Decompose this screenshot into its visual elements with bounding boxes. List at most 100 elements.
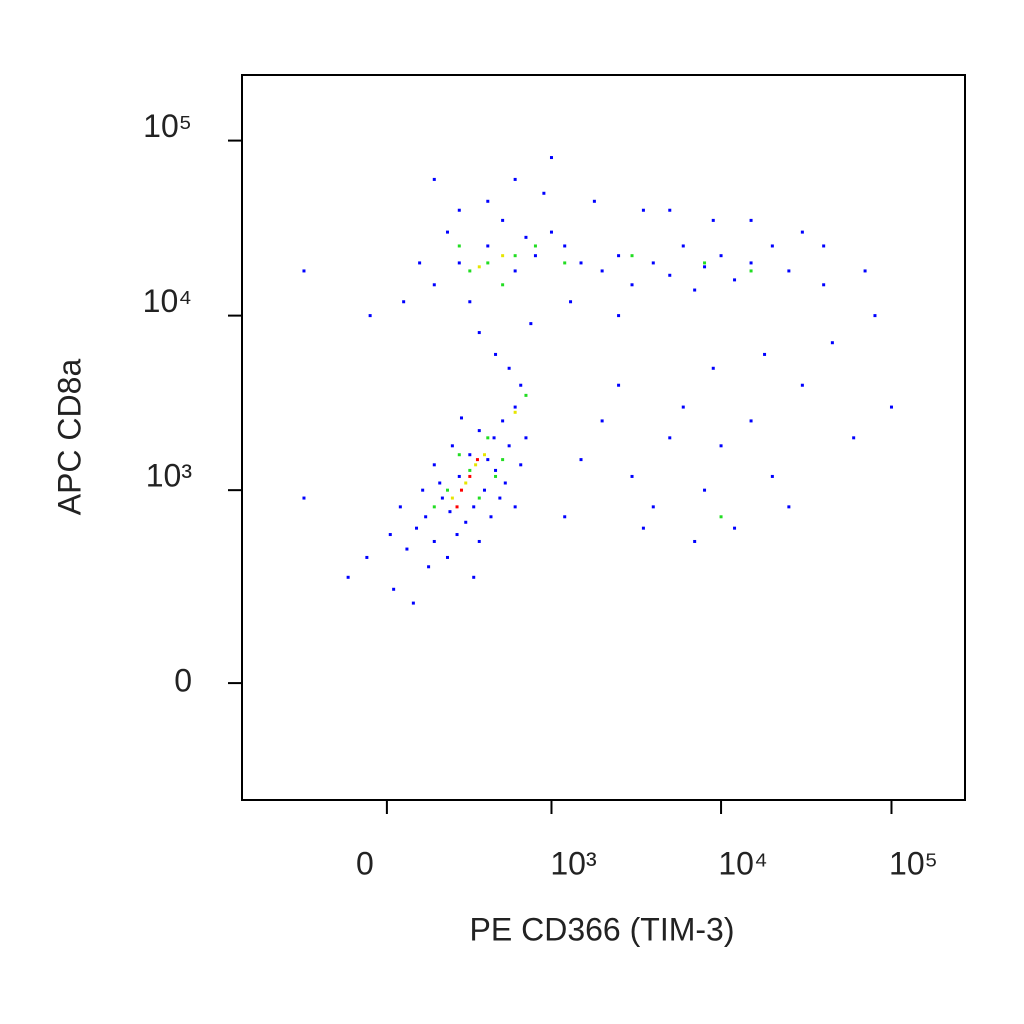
dot	[513, 254, 517, 258]
x-tick-label: 10⁴	[718, 845, 767, 881]
dot	[592, 199, 596, 203]
dot	[468, 300, 472, 304]
dot	[405, 547, 409, 551]
dot	[455, 505, 459, 509]
dot	[450, 496, 454, 500]
dot	[459, 416, 463, 420]
y-tick-label: 10⁵	[143, 108, 192, 144]
dot	[486, 261, 490, 265]
y-axis-label: APC CD8a	[51, 359, 87, 516]
dot	[600, 419, 604, 423]
dot	[668, 208, 672, 212]
dot	[763, 352, 767, 356]
dot	[432, 463, 436, 467]
dot	[668, 436, 672, 440]
dot	[474, 463, 478, 467]
dot	[402, 300, 406, 304]
dot	[507, 444, 511, 448]
dot	[427, 565, 431, 569]
dot	[486, 199, 490, 203]
dot	[822, 244, 826, 248]
dot	[457, 244, 461, 248]
dot	[445, 488, 449, 492]
dot	[365, 555, 369, 559]
dot	[863, 269, 867, 273]
dot	[513, 410, 517, 414]
dot	[533, 244, 537, 248]
dot	[418, 261, 422, 265]
dot	[498, 496, 502, 500]
dot	[494, 474, 498, 478]
dot	[459, 488, 463, 492]
dot	[873, 314, 877, 318]
dot	[440, 496, 444, 500]
dot	[800, 230, 804, 234]
dot	[524, 393, 528, 397]
dot	[749, 419, 753, 423]
dot	[519, 383, 523, 387]
dot	[503, 481, 507, 485]
dot	[563, 261, 567, 265]
dot	[617, 383, 621, 387]
dot	[630, 254, 634, 258]
dot	[513, 405, 517, 409]
dot	[822, 283, 826, 287]
dot	[852, 436, 856, 440]
dot	[563, 515, 567, 519]
dot	[787, 269, 791, 273]
x-axis-label: PE CD366 (TIM-3)	[470, 911, 735, 947]
dot	[468, 468, 472, 472]
dot	[651, 261, 655, 265]
x-tick-label: 10⁵	[889, 845, 938, 881]
dot	[733, 278, 737, 282]
dot	[464, 520, 468, 524]
dot	[630, 474, 634, 478]
dot	[486, 458, 490, 462]
dot	[477, 265, 481, 269]
dot	[579, 261, 583, 265]
dot	[455, 533, 459, 537]
dot	[641, 526, 645, 530]
dot	[432, 505, 436, 509]
dot	[457, 261, 461, 265]
dot	[668, 273, 672, 277]
dot	[703, 261, 707, 265]
dot	[368, 314, 372, 318]
dot	[494, 468, 498, 472]
dot	[693, 288, 697, 292]
dot	[415, 526, 419, 530]
dot	[513, 505, 517, 509]
dot	[472, 575, 476, 579]
dot	[524, 436, 528, 440]
dot	[432, 539, 436, 543]
dot	[617, 314, 621, 318]
dot	[438, 481, 442, 485]
dot	[513, 177, 517, 181]
dot	[719, 515, 723, 519]
dot	[457, 208, 461, 212]
dot	[889, 405, 893, 409]
dot	[477, 496, 481, 500]
dot	[486, 436, 490, 440]
dot	[501, 218, 505, 222]
dot	[651, 505, 655, 509]
dot	[346, 575, 350, 579]
dot	[711, 366, 715, 370]
dot	[703, 488, 707, 492]
dot	[464, 481, 468, 485]
dot	[569, 300, 573, 304]
dot	[445, 555, 449, 559]
dot	[448, 510, 452, 514]
dot	[681, 244, 685, 248]
dot	[519, 463, 523, 467]
dot	[501, 458, 505, 462]
dot	[501, 254, 505, 258]
dot	[492, 436, 496, 440]
dot	[494, 352, 498, 356]
dot	[477, 539, 481, 543]
dot	[579, 458, 583, 462]
dot	[482, 453, 486, 457]
dot	[468, 453, 472, 457]
dot	[749, 261, 753, 265]
